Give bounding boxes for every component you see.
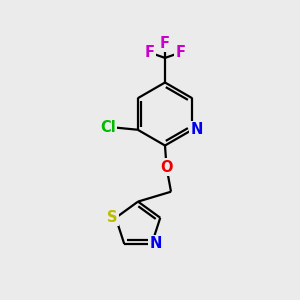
Text: F: F xyxy=(144,45,154,60)
Text: Cl: Cl xyxy=(100,120,116,135)
Text: O: O xyxy=(160,160,173,175)
Text: S: S xyxy=(107,210,117,225)
Text: N: N xyxy=(190,122,203,137)
Text: N: N xyxy=(149,236,161,251)
Text: F: F xyxy=(160,36,170,51)
Text: F: F xyxy=(176,45,186,60)
